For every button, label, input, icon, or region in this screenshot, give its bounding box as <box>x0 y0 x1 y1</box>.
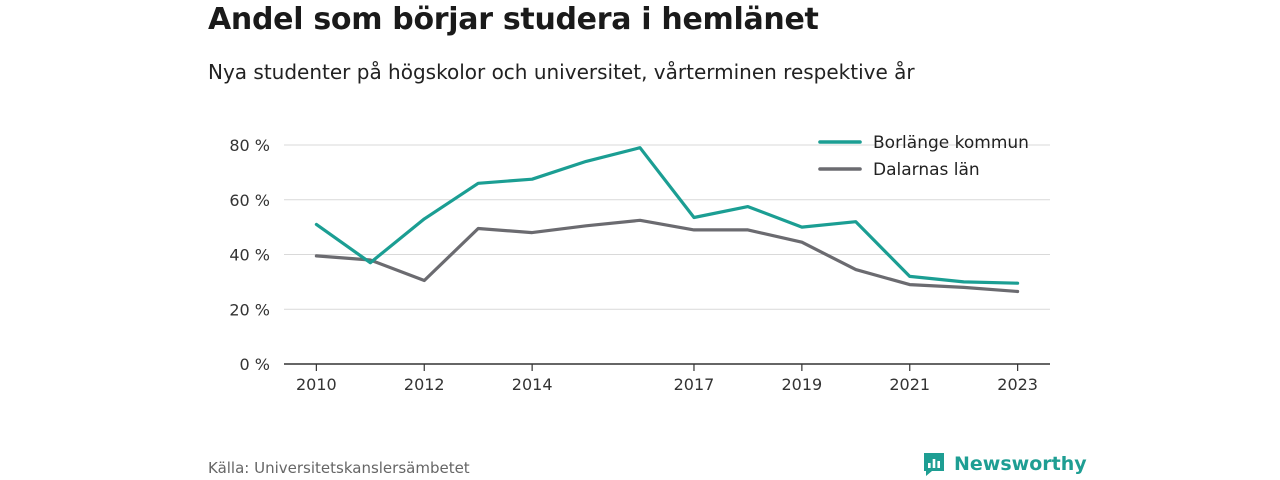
series-line-dalarna <box>314 218 1020 294</box>
chart-title: Andel som börjar studera i hemlänet <box>208 2 819 37</box>
brand-name: Newsworthy <box>954 453 1087 475</box>
brand-logo: Newsworthy <box>922 451 1087 477</box>
chart-subtitle: Nya studenter på högskolor och universit… <box>208 60 915 84</box>
y-tick-label: 60 % <box>229 191 270 210</box>
legend: Borlänge kommun Dalarnas län <box>818 133 1029 180</box>
series-line-borlange <box>314 146 1020 285</box>
series-lines <box>314 146 1020 294</box>
x-tick-label: 2010 <box>296 375 337 394</box>
legend-label: Dalarnas län <box>873 160 980 180</box>
x-tick-label: 2019 <box>781 375 822 394</box>
y-tick-label: 0 % <box>240 355 270 374</box>
bar-chart-badge-icon <box>924 453 944 476</box>
y-tick-label: 80 % <box>229 136 270 155</box>
y-tick-label: 40 % <box>229 246 270 265</box>
legend-label: Borlänge kommun <box>873 133 1029 153</box>
x-tick-labels: 2010 2012 2014 2017 2019 2021 2023 <box>296 364 1038 394</box>
grid-lines <box>284 144 1050 365</box>
x-tick-label: 2014 <box>512 375 553 394</box>
x-tick-label: 2012 <box>404 375 445 394</box>
x-tick-label: 2021 <box>889 375 930 394</box>
y-tick-label: 20 % <box>229 300 270 319</box>
x-tick-label: 2023 <box>997 375 1038 394</box>
x-tick-label: 2017 <box>674 375 715 394</box>
source-note: Källa: Universitetskanslersämbetet <box>208 459 470 477</box>
y-tick-labels: 0 % 20 % 40 % 60 % 80 % <box>229 136 270 374</box>
